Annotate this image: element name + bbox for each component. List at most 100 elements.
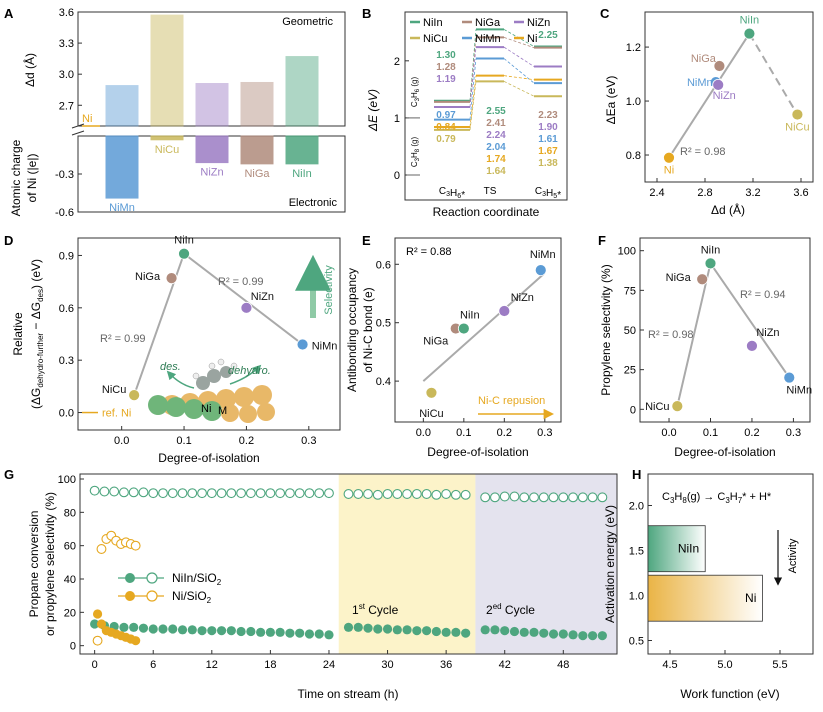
panel-b-connector-nizn	[469, 47, 477, 108]
panel-a-bottom-ytick-label: -0.3	[55, 169, 74, 181]
panel-a-bar-label-nimn: NiMn	[109, 202, 135, 214]
panel-b-value-label: 0.79	[436, 134, 456, 145]
panel-g-point-niin-sio2-conversion	[226, 626, 236, 636]
panel-d-ylabel-line2: (ΔGdehydro-further − ΔGdes) (eV)	[29, 259, 45, 409]
panel-g-point-niin-sio2-conversion	[119, 622, 129, 632]
panel-e-point-nizn	[498, 305, 511, 317]
panel-d-r2-left: R² = 0.99	[100, 333, 146, 345]
panel-b-value-label: 1.64	[486, 166, 506, 177]
panel-a-top-ytick-label: 2.7	[59, 100, 74, 112]
panel-g-xtick-label: 36	[440, 659, 452, 671]
panel-b-legend-label-nimn: NiMn	[475, 33, 501, 45]
panel-g-point-niin-sio2-selectivity	[480, 492, 491, 503]
panel-a-geometric-bar-nimn	[105, 85, 139, 127]
panel-f-xtick-label: 0.3	[786, 427, 801, 439]
panel-b-value-label: 1.67	[538, 146, 558, 157]
panel-h-xlabel: Work function (eV)	[680, 687, 779, 701]
panel-g-xtick-label: 18	[264, 659, 276, 671]
panel-b-value-label: 2.41	[486, 118, 506, 129]
panel-d-inset-m-label: M	[218, 405, 227, 417]
panel-g-point-niin-sio2-conversion	[558, 629, 568, 639]
panel-g-point-niin-sio2-selectivity	[597, 492, 608, 503]
panel-g-point-niin-sio2-selectivity	[99, 486, 110, 497]
panel-c-frame	[644, 11, 814, 183]
panel-c-xtick-label: 3.6	[793, 187, 808, 199]
panel-g-point-niin-sio2-conversion	[402, 625, 412, 635]
panel-g-point-niin-sio2-conversion	[129, 622, 139, 632]
panel-g-point-niin-sio2-selectivity	[558, 492, 569, 503]
panel-c-point-nizn	[712, 78, 725, 91]
legend-ni-open-marker	[146, 590, 158, 602]
panel-f-point-label-nizn: NiZn	[756, 327, 779, 339]
panel-b-x-categories: C3H6* TS C3H5*	[439, 186, 561, 201]
panel-f-xtick-label: 0.1	[703, 427, 718, 439]
panel-h-bar-label-ni: Ni	[745, 591, 756, 605]
panel-g-point-niin-sio2-conversion	[461, 628, 471, 638]
panel-g-point-niin-sio2-conversion	[138, 623, 149, 633]
panel-g-ytick-label: 0	[70, 641, 76, 653]
panel-g-point-niin-sio2-selectivity	[460, 489, 471, 500]
panel-f-point-label-niga: NiGa	[666, 272, 692, 284]
panel-c-dashed-line	[748, 33, 799, 116]
panel-g-cycle-bands	[338, 474, 617, 654]
panel-g-point-niin-sio2-conversion	[324, 630, 334, 640]
panel-g-ytick-label: 100	[58, 474, 76, 486]
panel-g-point-ni-sio2-conversion	[131, 636, 141, 646]
panel-g-point-niin-sio2-conversion	[304, 629, 315, 639]
panel-g-point-niin-sio2-selectivity	[255, 488, 266, 499]
panel-b-value-label: 1.38	[538, 158, 558, 169]
panel-f-label: F	[598, 233, 606, 248]
panel-c-fit-line	[668, 33, 751, 159]
panel-b-frame	[404, 11, 568, 201]
panel-d-inset-dehydro-label: dehydro.	[228, 365, 271, 377]
panel-c-ylabel: ΔEa (eV)	[604, 76, 618, 125]
panel-g-point-niin-sio2-selectivity	[284, 488, 295, 499]
panel-e-point-label-nicu: NiCu	[419, 408, 443, 420]
panel-c-xtick-label: 2.4	[649, 187, 664, 199]
panel-c-ytick-label: 0.8	[626, 150, 641, 162]
panel-g-point-niin-sio2-conversion	[236, 626, 246, 637]
panel-c-point-niin	[743, 27, 756, 40]
panel-b-c3h6-gas-label: C3H6 (g)	[410, 77, 421, 108]
panel-b-value-label: 1.90	[538, 122, 558, 133]
panel-h-label: H	[632, 467, 641, 482]
panel-g-point-niin-sio2-conversion	[295, 628, 305, 638]
panel-h-ytick-label: 1.5	[629, 546, 644, 558]
panel-b-ylabel: ΔE (eV)	[366, 89, 380, 132]
panel-f-ylabel: Propylene selectivity (%)	[599, 264, 613, 395]
panel-a-top-ytick-label: 3.3	[59, 38, 74, 50]
panel-b-xcat-2: C3H5*	[535, 186, 561, 201]
panel-h-bar-ni	[647, 574, 763, 622]
panel-f-ytick-label: 0	[630, 404, 636, 416]
panel-a-bars: NiMn NiCu NiZn NiGa NiIn	[105, 14, 319, 214]
panel-g-point-niin-sio2-selectivity	[265, 488, 276, 499]
panel-g-ytick-label: 40	[64, 574, 76, 586]
panel-d-point-nimn	[296, 338, 309, 351]
panel-h-ticks: 0.5 1.0 1.5 2.0 4.5 5.0 5.5	[629, 501, 788, 672]
panel-b-legend-label-niga: NiGa	[475, 17, 501, 29]
panel-g-point-niin-sio2-conversion	[187, 625, 197, 635]
panel-g-xtick-label: 6	[150, 659, 156, 671]
panel-g-point-niin-sio2-selectivity	[324, 488, 334, 499]
panel-g-cycle2-label: 2ed Cycle	[486, 602, 535, 617]
panel-a-electronic-bar-nicu	[150, 135, 184, 141]
panel-b-connector-niga	[469, 37, 477, 102]
panel-d-ytick-label: 0.6	[59, 303, 74, 315]
panel-d-point-label-nicu: NiCu	[102, 384, 126, 396]
panel-h-bars: NiIn Ni	[647, 525, 763, 622]
panel-f-r2-left: R² = 0.98	[648, 329, 694, 341]
panel-g-xtick-label: 12	[206, 659, 218, 671]
panel-g-point-niin-sio2-selectivity	[490, 492, 500, 503]
panel-f-point-niin	[704, 257, 717, 270]
panel-g-point-niin-sio2-conversion	[529, 627, 539, 637]
panel-g-point-niin-sio2-conversion	[578, 631, 588, 641]
panel-c-r2: R² = 0.98	[680, 146, 726, 158]
panel-g-point-ni-sio2-selectivity	[92, 635, 103, 646]
panel-g-point-niin-sio2-conversion	[216, 626, 227, 636]
panel-g-point-niin-sio2-selectivity	[206, 488, 217, 499]
panel-e-point-label-niga: NiGa	[423, 336, 449, 348]
panel-g-cycle1-label: 1st Cycle	[352, 602, 399, 617]
panel-g-point-niin-sio2-selectivity	[128, 487, 139, 498]
